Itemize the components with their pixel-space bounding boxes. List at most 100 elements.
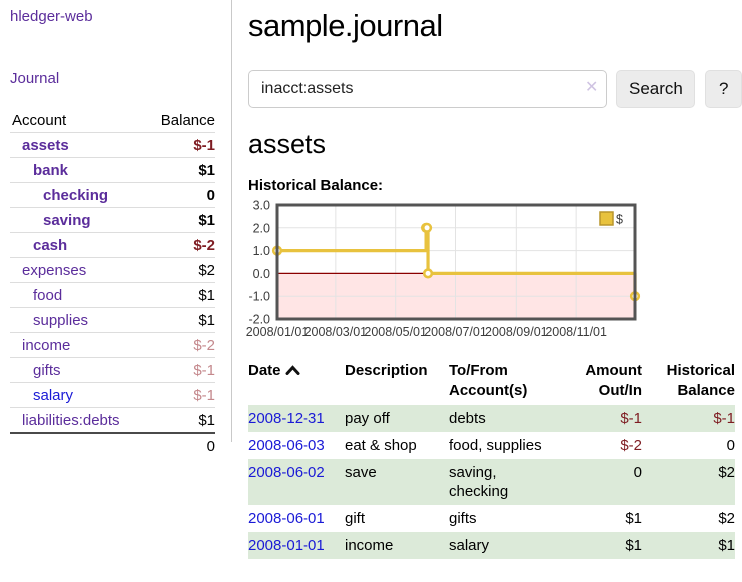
- svg-text:1.0: 1.0: [253, 244, 270, 258]
- svg-text:0.0: 0.0: [253, 267, 270, 281]
- account-row-supplies: supplies $1: [10, 307, 215, 332]
- accounts-balance-table: Account Balance assets $-1 bank $1 check…: [10, 108, 215, 458]
- account-link-income[interactable]: income: [22, 337, 71, 354]
- historical-balance-chart: 3.0 2.0 1.0 0.0 -1.0 -2.0 2008/01/01 2008/03/01…: [246, 197, 742, 349]
- register-table: Date Description To/From Account(s) Amou…: [248, 359, 735, 559]
- account-link-checking[interactable]: checking: [43, 187, 109, 204]
- account-balance: $-1: [193, 137, 215, 154]
- transaction-description: gift: [345, 510, 366, 527]
- help-button[interactable]: ?: [705, 70, 742, 108]
- transaction-description: save: [345, 464, 377, 481]
- account-row-assets: assets $-1: [10, 132, 215, 157]
- account-balance: $-2: [193, 337, 215, 354]
- transaction-amount: $1: [625, 510, 642, 527]
- register-row: 2008-06-01 gift gifts $1 $2: [248, 505, 735, 532]
- account-balance: $1: [198, 412, 215, 429]
- account-balance: $-2: [193, 237, 215, 254]
- accounts-total-value: 0: [206, 438, 215, 455]
- search-button[interactable]: Search: [616, 70, 696, 108]
- account-balance: $-1: [193, 362, 215, 379]
- account-row-liabilities-debts: liabilities:debts $1: [10, 407, 215, 432]
- transaction-description: eat & shop: [345, 437, 417, 454]
- accounts-total-row: 0: [10, 432, 215, 458]
- transaction-amount: $-1: [620, 410, 642, 427]
- account-link-food[interactable]: food: [33, 287, 63, 304]
- transaction-balance: $-1: [713, 410, 735, 427]
- transaction-date-link[interactable]: 2008-06-03: [248, 437, 325, 454]
- transaction-balance: $2: [718, 510, 735, 527]
- search-input[interactable]: [248, 70, 608, 108]
- transaction-accounts: food, supplies: [449, 437, 542, 454]
- sidebar: hledger-web Journal Account Balance asse…: [0, 0, 232, 455]
- account-row-saving: saving $1: [10, 207, 215, 232]
- register-row: 2008-01-01 income salary $1 $1: [248, 532, 735, 559]
- register-row: 2008-06-02 save saving, checking 0 $2: [248, 459, 735, 505]
- date-header-label: Date: [248, 362, 281, 379]
- account-balance: 0: [206, 187, 215, 204]
- accounts-column-header: To/From Account(s): [449, 362, 528, 399]
- clear-search-icon[interactable]: ✕: [585, 79, 599, 96]
- account-link-saving[interactable]: saving: [43, 212, 91, 229]
- transaction-date-link[interactable]: 2008-12-31: [248, 410, 325, 427]
- register-row: 2008-12-31 pay off debts $-1 $-1: [248, 405, 735, 432]
- balance-column-header: Balance: [160, 112, 215, 129]
- amount-column-header: Amount Out/In: [585, 362, 642, 399]
- svg-text:3.0: 3.0: [253, 199, 270, 213]
- svg-text:-1.0: -1.0: [248, 290, 270, 304]
- account-link-bank[interactable]: bank: [33, 162, 69, 179]
- svg-text:2008/05/01: 2008/05/01: [364, 325, 427, 339]
- account-link-supplies[interactable]: supplies: [33, 312, 89, 329]
- account-link-gifts[interactable]: gifts: [33, 362, 61, 379]
- transaction-accounts: salary: [449, 537, 490, 554]
- transaction-accounts: saving, checking: [449, 464, 509, 500]
- sidebar-item-journal[interactable]: Journal: [10, 70, 60, 87]
- page-title: sample.journal: [248, 8, 443, 43]
- search-form: ✕ Search ?: [248, 70, 742, 108]
- accounts-table-header: Account Balance: [10, 108, 215, 132]
- account-link-cash[interactable]: cash: [33, 237, 68, 254]
- transaction-balance: $2: [718, 464, 735, 481]
- transaction-balance: 0: [726, 437, 735, 454]
- transaction-description: income: [345, 537, 394, 554]
- description-column-header: Description: [345, 362, 428, 379]
- transaction-description: pay off: [345, 410, 390, 427]
- account-balance: $2: [198, 262, 215, 279]
- svg-text:2.0: 2.0: [253, 221, 270, 235]
- transaction-balance: $1: [718, 537, 735, 554]
- account-balance: $-1: [193, 387, 215, 404]
- account-heading: assets: [248, 129, 327, 159]
- account-row-expenses: expenses $2: [10, 257, 215, 282]
- account-row-salary: salary $-1: [10, 382, 215, 407]
- svg-text:2008/09/01: 2008/09/01: [485, 325, 548, 339]
- account-link-salary[interactable]: salary: [33, 387, 74, 404]
- svg-text:2008/03/01: 2008/03/01: [305, 325, 368, 339]
- transaction-date-link[interactable]: 2008-01-01: [248, 537, 325, 554]
- chart-canvas: 3.0 2.0 1.0 0.0 -1.0 -2.02008/01/012008/03/01…: [246, 199, 641, 339]
- app-title-link[interactable]: hledger-web: [10, 8, 93, 25]
- account-row-gifts: gifts $-1: [10, 357, 215, 382]
- account-link-expenses[interactable]: expenses: [22, 262, 87, 279]
- register-row: 2008-06-03 eat & shop food, supplies $-2…: [248, 432, 735, 459]
- account-link-assets[interactable]: assets: [22, 137, 69, 154]
- transaction-amount: $-2: [620, 437, 642, 454]
- account-row-income: income $-2: [10, 332, 215, 357]
- account-row-food: food $1: [10, 282, 215, 307]
- account-column-header: Account: [12, 112, 67, 129]
- account-row-checking: checking 0: [10, 182, 215, 207]
- transaction-amount: 0: [633, 464, 642, 481]
- svg-text:2008/07/01: 2008/07/01: [424, 325, 487, 339]
- chart-title: Historical Balance:: [248, 177, 384, 194]
- date-column-header[interactable]: Date: [248, 359, 345, 405]
- transaction-amount: $1: [625, 537, 642, 554]
- svg-text:$: $: [616, 213, 623, 227]
- transaction-date-link[interactable]: 2008-06-01: [248, 510, 325, 527]
- account-row-bank: bank $1: [10, 157, 215, 182]
- account-balance: $1: [198, 312, 215, 329]
- transaction-accounts: gifts: [449, 510, 477, 527]
- account-balance: $1: [198, 287, 215, 304]
- account-balance: $1: [198, 212, 215, 229]
- account-balance: $1: [198, 162, 215, 179]
- transaction-date-link[interactable]: 2008-06-02: [248, 464, 325, 481]
- svg-text:2008/01/01: 2008/01/01: [246, 325, 309, 339]
- account-link-liabilities-debts[interactable]: liabilities:debts: [22, 412, 120, 429]
